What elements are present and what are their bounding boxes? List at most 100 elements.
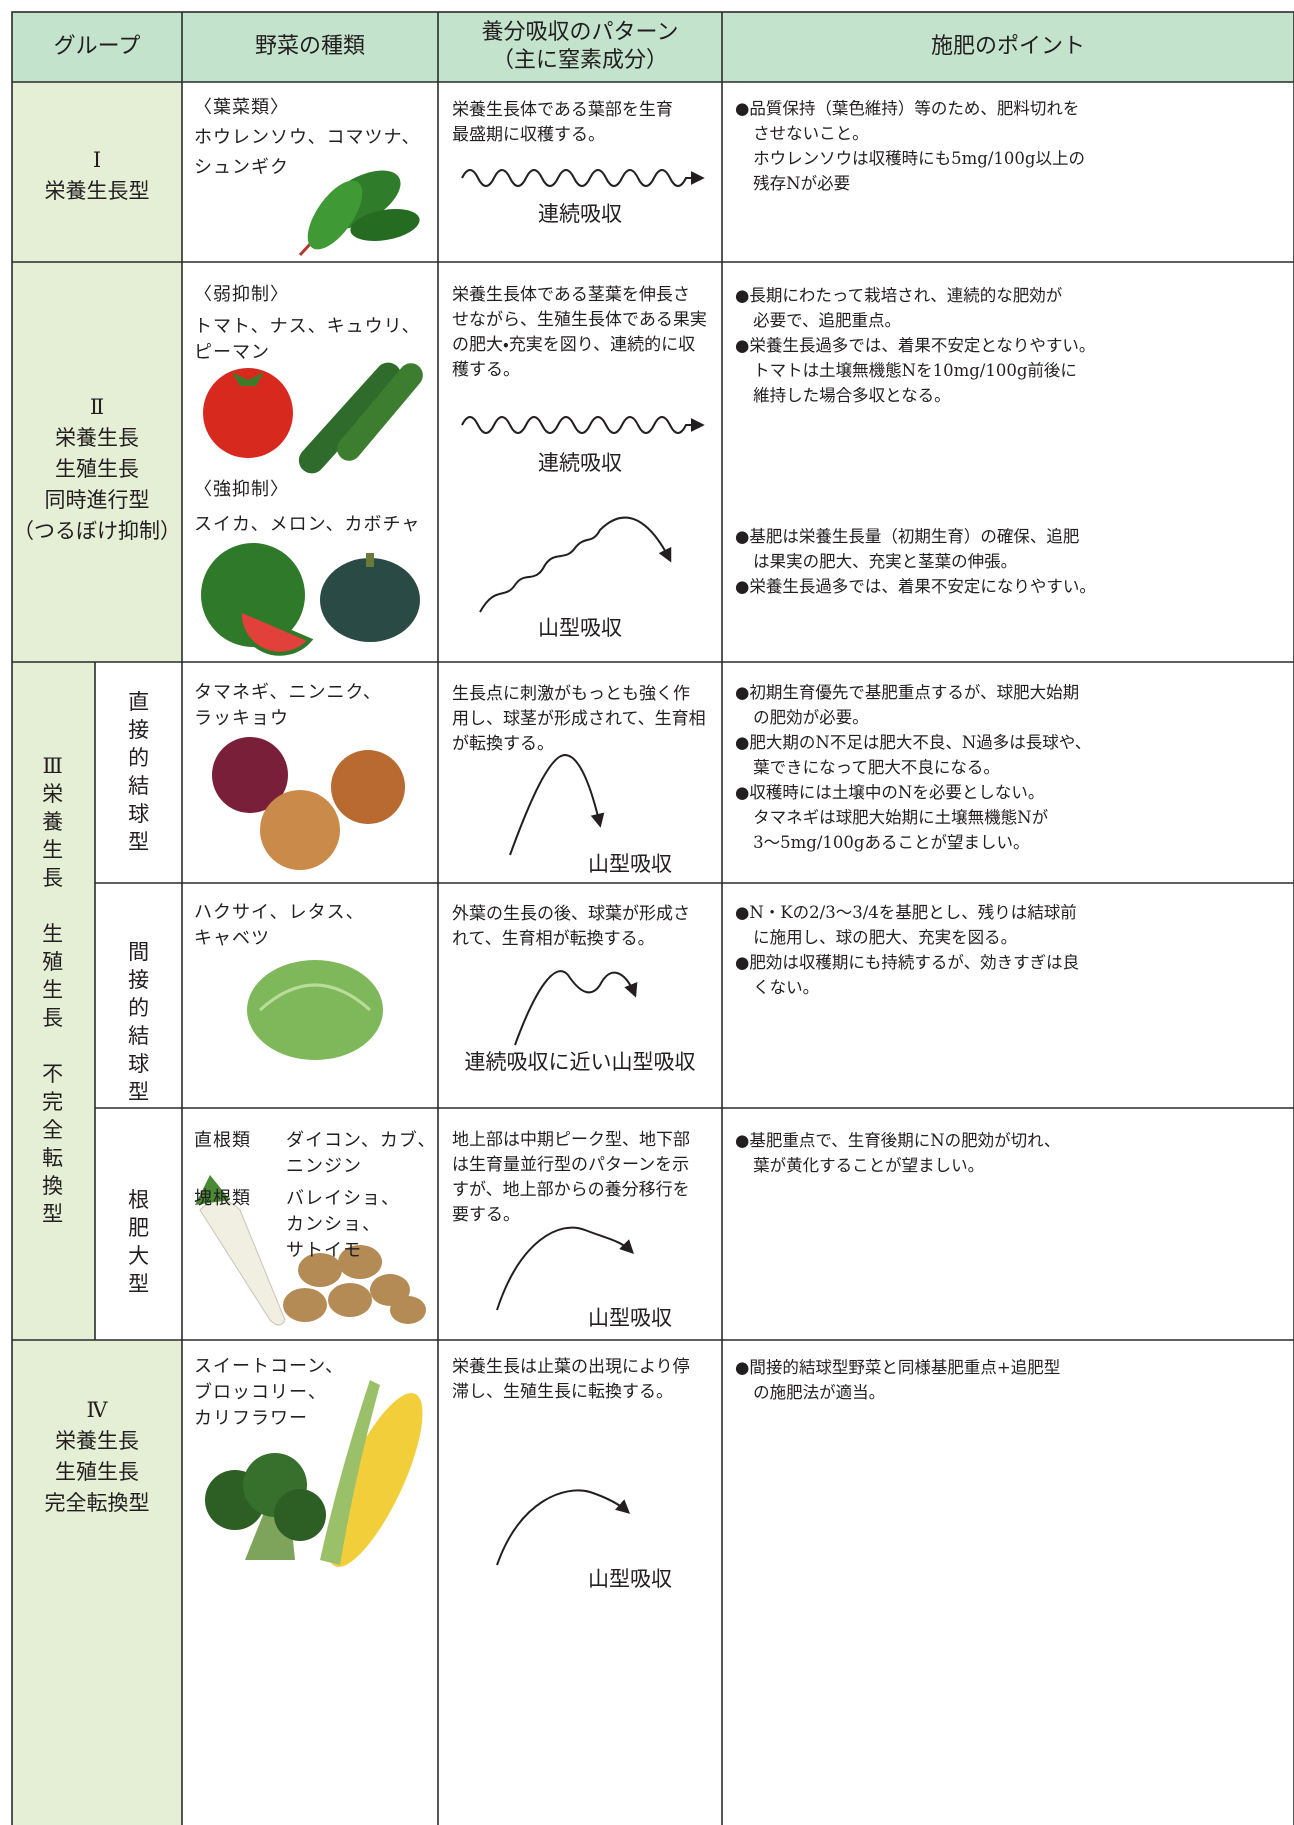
text-line: の肥大・充実を図り、連続的に収	[452, 335, 696, 355]
vegetable-list: タマネギ、ニンニク、 ラッキョウ	[194, 680, 382, 732]
pumpkin	[320, 553, 420, 642]
text-line: 残存Nが必要	[753, 174, 851, 193]
text-line: ピーマン	[194, 342, 270, 363]
subgroup-label: 直接的結球型	[128, 690, 150, 854]
vegetable-list: スイートコーン、 ブロッコリー、 カリフラワー	[194, 1354, 344, 1432]
header-bg	[12, 12, 1294, 82]
text-line: は果実の肥大、充実と茎葉の伸張。	[753, 552, 1018, 571]
subgroup-label: 間接的結球型	[128, 940, 150, 1104]
text-line: 生殖生長	[55, 1460, 139, 1484]
bullet-item: ●肥大期のN不足は肥大不良、N過多は長球や、葉できになって肥大不良になる。	[735, 730, 1294, 780]
pattern-description: 地上部は中期ピーク型、地下部 は生育量並行型のパターンを示 すが、地上部からの養分移…	[452, 1128, 690, 1228]
text-line: 地上部は中期ピーク型、地下部	[452, 1130, 690, 1150]
pattern-description: 栄養生長は止葉の出現により停 滞し、生殖生長に転換する。	[452, 1355, 690, 1405]
vegetable-illustrations	[195, 170, 426, 1567]
pattern-label: 連続吸収	[538, 451, 622, 475]
mountain-curve	[496, 1226, 634, 1311]
text-line: ブロッコリー、	[194, 1382, 327, 1403]
text-line: 外葉の生長の後、球葉が形成さ	[452, 904, 690, 924]
bullet-item: ●栄養生長過多では、着果不安定になりやすい。	[735, 574, 1294, 599]
text-line: カリフラワー	[194, 1408, 308, 1429]
text-line: ●栄養生長過多では、着果不安定となりやすい。	[735, 336, 1096, 355]
text-line: すが、地上部からの養分移行を	[452, 1180, 690, 1200]
pattern-label: 連続吸収に近い山型吸収	[464, 1050, 696, 1074]
pattern-description: 栄養生長体である葉部を生育 最盛期に収穫する。	[452, 98, 673, 148]
text-line: ニンジン	[286, 1156, 362, 1177]
text-line: ●肥効は収穫期にも持続するが、効きすぎは良	[735, 953, 1080, 972]
root-kind: 塊根類	[194, 1188, 251, 1209]
mountain-curve	[514, 970, 638, 1046]
text-line: 栄養生長型	[44, 179, 150, 203]
group-label-part: 不完全転換型	[42, 1062, 64, 1226]
text-line: 滞し、生殖生長に転換する。	[452, 1382, 673, 1402]
text-line: ホウレンソウ、コマツナ、	[194, 127, 421, 148]
bullet-item: ●初期生育優先で基肥重点するが、球肥大始期 の肥効が必要。	[735, 680, 1294, 730]
spinach	[298, 170, 420, 257]
group-bg	[12, 82, 182, 662]
root-kind: 直根類	[194, 1130, 251, 1151]
text-line: 穫する。	[452, 360, 520, 380]
text-line: カンショ、	[286, 1214, 381, 1235]
text-line: シュンギク	[194, 157, 289, 178]
text-line: ホウレンソウは収穫時にも5mg/100g以上の	[753, 149, 1085, 168]
tomato	[203, 368, 293, 458]
bullet-item: ●基肥重点で、生育後期にNの肥効が切れ、 葉が黄化することが望ましい。	[735, 1128, 1294, 1178]
text-line: れて、生育相が転換する。	[452, 929, 655, 949]
text-line: ●基肥は栄養生長量（初期生育）の確保、追肥	[735, 527, 1080, 546]
subgroup-label: 根肥大型	[128, 1188, 150, 1296]
group-label-part: Ⅲ栄養生長	[42, 754, 64, 890]
text-line: サトイモ	[286, 1240, 362, 1261]
watermelon	[201, 543, 314, 656]
bullet-item: ●栄養生長過多では、着果不安定となりやすい。 トマトは土壌無機態Nを10mg/10…	[735, 333, 1294, 408]
grid	[11, 11, 1294, 1825]
text-line: 完全転換型	[44, 1491, 150, 1515]
group-bg	[12, 1340, 182, 1825]
text-line: タマネギ、ニンニク、	[194, 682, 382, 703]
text-line: くない。	[753, 978, 820, 997]
pattern-description: 外葉の生長の後、球葉が形成さ れて、生育相が転換する。	[452, 902, 690, 952]
mountain-curve	[479, 516, 672, 613]
text-line: トマトは土壌無機態Nを10mg/100g前後に	[753, 361, 1077, 380]
text-line: ●間接的結球型野菜と同様基肥重点+追肥型	[735, 1358, 1061, 1377]
text-line: 栄養生長体である葉部を生育	[452, 100, 673, 120]
text-line: スイカ、メロン、カボチャ	[194, 514, 421, 535]
fertilizer-points: ●間接的結球型野菜と同様基肥重点+追肥型 の施肥法が適当。	[735, 1355, 1294, 1405]
onions	[212, 737, 405, 870]
text-line: 要する。	[452, 1205, 520, 1225]
text-line: 最盛期に収穫する。	[452, 125, 605, 145]
text-line: （主に窒素成分）	[491, 48, 668, 73]
cell-backgrounds	[12, 12, 1294, 1825]
bullet-item: ●肥効は収穫期にも持続するが、効きすぎは良くない。	[735, 950, 1294, 1000]
text-line: Ⅱ	[89, 395, 105, 419]
text-line: 〈葉菜類〉	[194, 97, 289, 118]
group-bg	[12, 662, 95, 1340]
text-line: ●肥大期のN不足は肥大不良、N過多は長球や、	[735, 733, 1092, 752]
text-line: タマネギは球肥大始期に土壌無機態Nが	[753, 808, 1049, 827]
group-label-vertical: Ⅲ栄養生長 生殖生長 不完全転換型	[40, 752, 65, 1228]
text-line: せながら、生殖生長体である果実	[452, 310, 707, 330]
continuous-curve	[461, 169, 705, 187]
mountain-curve	[509, 753, 605, 856]
text-line: 葉できになって肥大不良になる。	[753, 758, 1000, 777]
pattern-label: 山型吸収	[538, 616, 622, 640]
text-line: 栄養生長体である茎葉を伸長さ	[452, 285, 690, 305]
text-line: バレイショ、	[286, 1188, 400, 1209]
vegetable-list: トマト、ナス、キュウリ、 ピーマン	[194, 314, 421, 366]
header-vegetables: 野菜の種類	[254, 34, 365, 59]
absorption-curves	[461, 169, 705, 1566]
bullet-item: ●基肥は栄養生長量（初期生育）の確保、追肥は果実の肥大、充実と茎葉の伸張。	[735, 524, 1294, 574]
text-line: ●長期にわたって栽培され、連続的な肥効が	[735, 286, 1063, 305]
group-label: Ⅳ 栄養生長 生殖生長 完全転換型	[12, 1395, 182, 1519]
bullet-item: ●N・Kの2/3〜3/4を基肥とし、残りは結球前 に施用し、球の肥大、充実を図る。	[735, 900, 1294, 950]
text-line: 同時進行型	[44, 488, 150, 512]
text-line: ハクサイ、レタス、	[194, 902, 365, 923]
text-line: に施用し、球の肥大、充実を図る。	[753, 928, 1018, 947]
pattern-label: 連続吸収	[538, 202, 622, 226]
text-line: 生殖生長	[55, 457, 139, 481]
text-line: は生育量並行型のパターンを示	[452, 1155, 690, 1175]
text-line: トマト、ナス、キュウリ、	[194, 316, 421, 337]
mountain-curve	[496, 1489, 631, 1566]
vegetable-list: ダイコン、カブ、 ニンジン	[286, 1128, 436, 1180]
